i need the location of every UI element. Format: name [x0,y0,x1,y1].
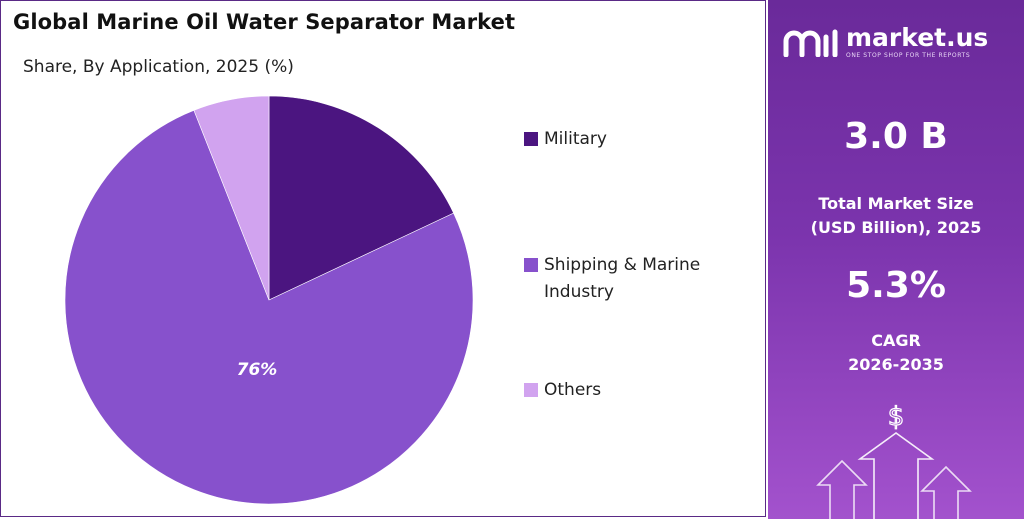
growth-arrows-icon: $ [816,401,972,519]
legend-swatch-shipping [524,258,538,272]
brand-logo: market.us ONE STOP SHOP FOR THE REPORTS [782,23,989,59]
brand-name: market.us [846,23,989,52]
legend-item-military: Military [524,126,744,153]
pie-chart: 76% [64,95,474,505]
legend-swatch-military [524,132,538,146]
chart-title: Global Marine Oil Water Separator Market [13,10,516,34]
pie-data-label: 76% [237,360,278,380]
legend-label-others: Others [544,380,602,400]
legend-item-shipping: Shipping & Marine Industry [524,252,744,306]
cagr-caption-line1: CAGR [871,331,921,350]
chart-subtitle: Share, By Application, 2025 (%) [23,57,294,77]
pie-slice-shipping-marine-industry [64,109,474,505]
summary-panel: market.us ONE STOP SHOP FOR THE REPORTS … [768,0,1024,519]
cagr-value: 5.3% [846,265,946,306]
market-size-value: 3.0 B [844,116,948,157]
market-size-caption-line1: Total Market Size [818,194,974,213]
cagr-caption-line2: 2026-2035 [848,355,944,374]
market-us-logo-icon [783,29,838,57]
market-size-caption-line2: (USD Billion), 2025 [810,218,982,237]
dollar-icon: $ [888,402,905,432]
legend-label-military: Military [544,129,607,149]
pie-slice-military [268,95,454,301]
legend-swatch-others [524,383,538,397]
legend-item-others: Others [524,377,744,404]
pie-slice-others [193,95,270,301]
chart-panel: Global Marine Oil Water Separator Market… [0,0,766,517]
brand-tagline: ONE STOP SHOP FOR THE REPORTS [846,52,971,59]
legend-label-shipping: Shipping & Marine Industry [544,255,701,302]
